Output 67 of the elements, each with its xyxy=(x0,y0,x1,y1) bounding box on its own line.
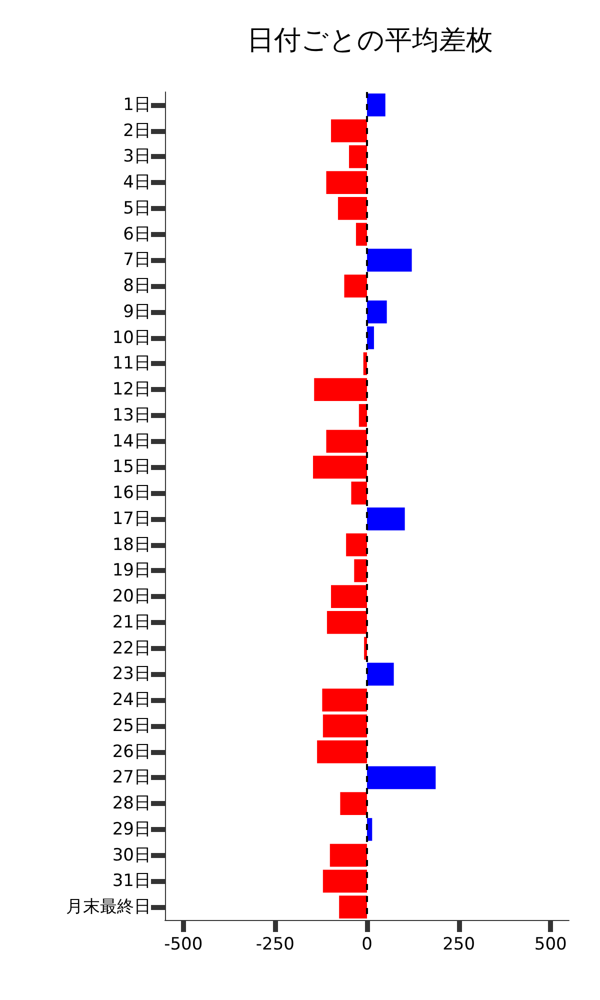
y-tick-label: 27日 xyxy=(112,768,151,788)
y-tick-label: 12日 xyxy=(112,380,151,400)
y-tick-label: 15日 xyxy=(112,457,151,478)
bar xyxy=(313,456,367,479)
y-tick-label: 29日 xyxy=(112,819,151,840)
y-tick-label: 19日 xyxy=(112,560,151,581)
bar xyxy=(338,197,367,220)
bar xyxy=(314,378,367,401)
bar xyxy=(367,300,387,324)
y-tick-label: 7日 xyxy=(123,250,151,270)
y-tick-label: 18日 xyxy=(112,534,151,555)
y-tick-label: 6日 xyxy=(123,224,151,244)
bar xyxy=(326,611,367,634)
y-tick-label: 28日 xyxy=(112,794,151,814)
bar xyxy=(322,870,367,893)
y-tick-label: 16日 xyxy=(112,483,151,504)
bar xyxy=(346,533,367,556)
y-tick-label: 11日 xyxy=(112,354,151,374)
y-tick-label: 8日 xyxy=(123,276,151,296)
y-tick-label: 25日 xyxy=(112,716,151,736)
bar xyxy=(344,274,367,298)
y-tick-label: 9日 xyxy=(123,302,151,322)
bar xyxy=(367,326,374,350)
bar xyxy=(356,222,367,246)
bar xyxy=(349,145,367,168)
bar xyxy=(322,714,367,738)
y-tick-label: 4日 xyxy=(123,172,151,193)
bar xyxy=(367,766,436,790)
bar xyxy=(326,171,367,194)
bar xyxy=(331,119,367,142)
y-tick-label: 24日 xyxy=(112,690,151,710)
bar xyxy=(330,844,367,867)
bar xyxy=(339,896,367,918)
bar xyxy=(367,94,386,116)
bar xyxy=(340,792,367,815)
x-tick-label: -250 xyxy=(256,934,294,954)
bar xyxy=(367,508,405,530)
x-tick-label: -500 xyxy=(164,934,203,954)
y-tick-label: 26日 xyxy=(112,742,151,762)
bar xyxy=(322,688,367,712)
y-tick-label: 21日 xyxy=(112,612,151,632)
bar xyxy=(354,559,367,582)
bar xyxy=(367,662,394,686)
y-tick-label: 1日 xyxy=(123,94,151,115)
y-tick-label: 30日 xyxy=(112,845,151,866)
y-tick-label: 13日 xyxy=(112,405,151,426)
bar xyxy=(331,585,367,608)
bar xyxy=(326,430,367,453)
bar xyxy=(367,248,412,272)
y-tick-label: 23日 xyxy=(112,664,151,684)
y-tick-label: 3日 xyxy=(123,146,151,167)
y-tick-label: 22日 xyxy=(112,638,151,658)
bar xyxy=(358,404,367,427)
y-tick-label: 10日 xyxy=(112,328,151,348)
y-tick-label: 31日 xyxy=(112,871,151,892)
y-tick-label: 14日 xyxy=(112,431,151,452)
bar xyxy=(351,482,367,504)
x-tick-label: 500 xyxy=(534,934,567,954)
y-tick-label: 5日 xyxy=(123,198,151,218)
x-tick-label: 0 xyxy=(362,934,372,954)
bar xyxy=(317,740,367,764)
chart-title: 日付ごとの平均差枚 xyxy=(247,25,493,56)
y-tick-label: 17日 xyxy=(112,508,151,529)
y-tick-label: 20日 xyxy=(112,586,151,607)
y-tick-label: 2日 xyxy=(123,120,151,141)
y-tick-label: 月末最終日 xyxy=(66,897,151,918)
x-tick-label: 250 xyxy=(442,934,476,954)
